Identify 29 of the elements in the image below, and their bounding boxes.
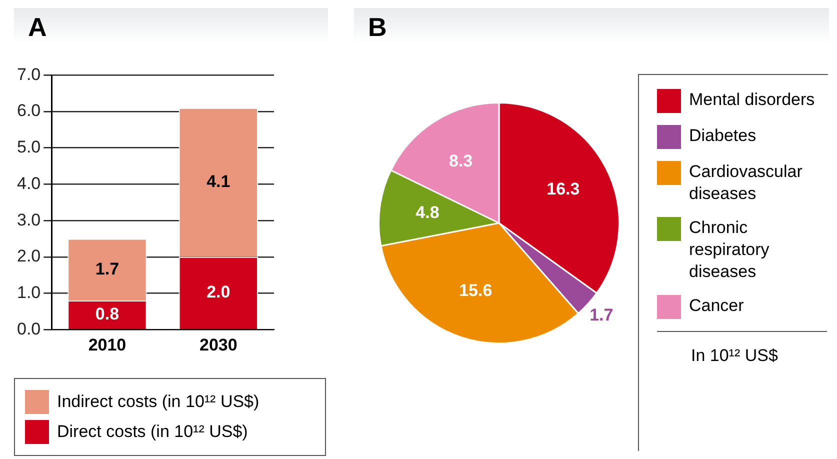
data-label: 4.8 — [416, 203, 440, 222]
y-tick-label: 1.0 — [16, 282, 41, 302]
y-tick-label: 4.0 — [16, 174, 41, 193]
data-label: 1.7 — [95, 259, 120, 278]
legend-label: Direct costs (in 10¹² US$) — [57, 422, 248, 442]
data-label: 1.7 — [590, 306, 614, 325]
y-tick-label: 5.0 — [16, 138, 41, 157]
data-label: 8.3 — [448, 151, 473, 170]
data-label: 0.8 — [95, 304, 120, 324]
data-label: 16.3 — [546, 180, 580, 199]
y-tick-label: 7.0 — [16, 64, 41, 84]
y-tick-label: 6.0 — [16, 101, 41, 120]
legend-label: Diabetes — [689, 125, 758, 147]
y-tick-label: 0.0 — [16, 319, 41, 338]
y-tick-label: 3.0 — [16, 210, 41, 230]
chart-title: A — [14, 8, 328, 44]
legend-label: Mental disorders — [689, 89, 816, 111]
data-label: 2.0 — [206, 282, 230, 302]
legend-label: Chronic respiratory diseases — [689, 217, 770, 283]
chart-title: B — [354, 8, 829, 44]
legend-label: Indirect costs (in 10¹² US$) — [57, 392, 260, 412]
legend-label: Cancer — [689, 295, 745, 317]
y-tick-label: 2.0 — [16, 246, 41, 266]
legend-title: In 10¹² US$ — [657, 331, 827, 366]
x-tick-label: 2010 — [88, 335, 126, 354]
legend-label: Cardiovascular diseases — [689, 161, 804, 205]
data-label: 4.1 — [206, 172, 230, 192]
x-tick-label: 2030 — [199, 335, 238, 354]
data-label: 15.6 — [459, 280, 492, 300]
